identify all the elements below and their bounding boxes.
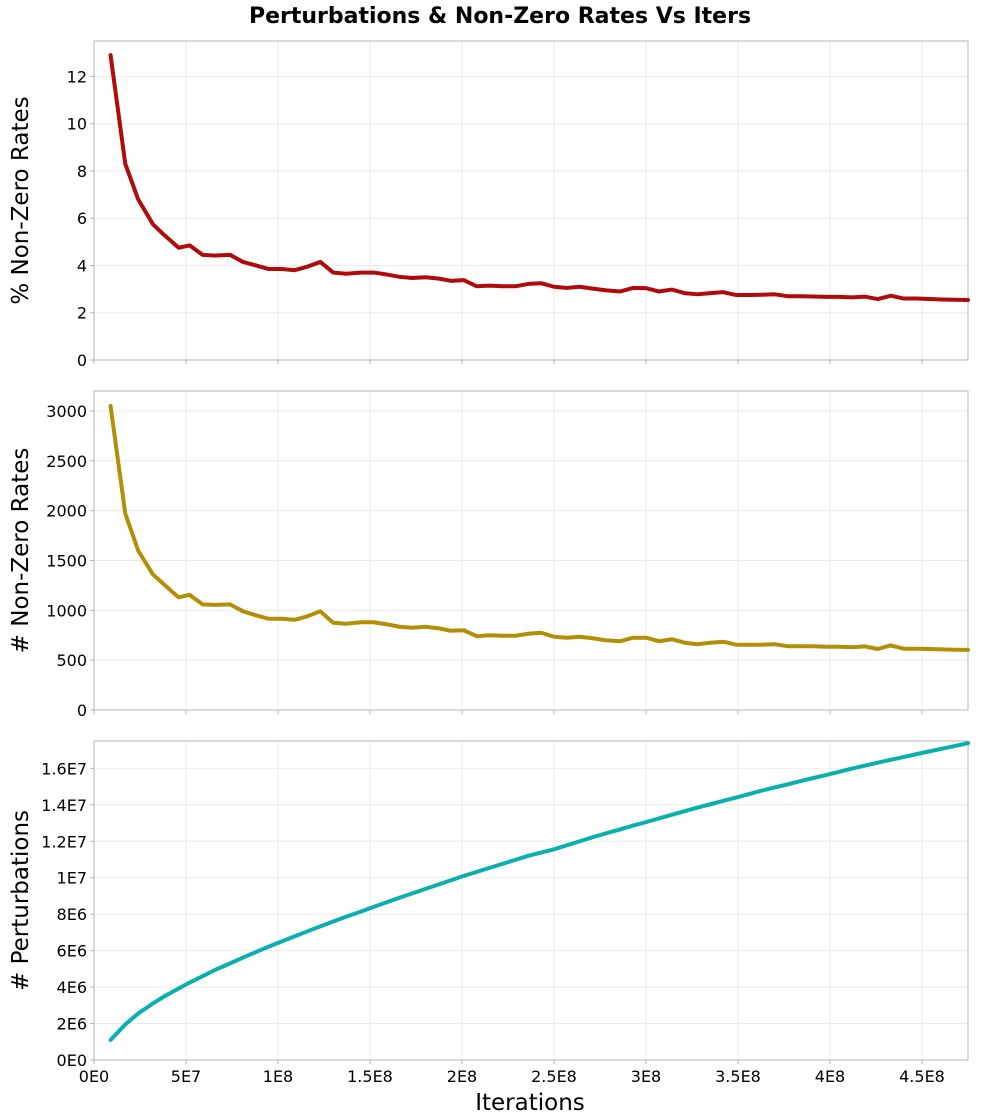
y-tick-label: 0E0 xyxy=(57,1051,87,1070)
y-tick-label: 2000 xyxy=(46,502,87,521)
x-tick-label: 1.5E8 xyxy=(347,1067,393,1086)
y-tick-label: 12 xyxy=(67,67,87,86)
y-tick-label: 500 xyxy=(56,651,87,670)
x-tick-label: 4.5E8 xyxy=(899,1067,945,1086)
y-tick-label: 1E7 xyxy=(57,869,87,888)
x-tick-label: 0E0 xyxy=(79,1067,109,1086)
x-tick-label: 1E8 xyxy=(263,1067,293,1086)
plot-frame xyxy=(93,390,969,711)
y-tick-label: 0 xyxy=(77,701,87,720)
y-tick-label: 8E6 xyxy=(57,905,87,924)
x-tick-label: 2E8 xyxy=(447,1067,477,1086)
series-line xyxy=(108,53,970,302)
plot-background xyxy=(94,41,968,360)
y-tick-label: 2 xyxy=(77,304,87,323)
y-tick-label: 1500 xyxy=(46,551,87,570)
y-tick-label: 4 xyxy=(77,256,87,275)
y-tick-label: 6 xyxy=(77,209,87,228)
y-tick-label: 1.4E7 xyxy=(41,796,87,815)
x-tick-label: 2.5E8 xyxy=(531,1067,577,1086)
series-line xyxy=(108,403,970,652)
series-line xyxy=(108,741,970,1042)
y-tick-label: 6E6 xyxy=(57,942,87,961)
y-tick-label: 1000 xyxy=(46,601,87,620)
y-tick-label: 0 xyxy=(77,351,87,370)
plot-frame xyxy=(93,740,969,1061)
x-tick-label: 3E8 xyxy=(631,1067,661,1086)
y-axis-title: % Non-Zero Rates xyxy=(8,96,34,304)
y-tick-label: 2E6 xyxy=(57,1015,87,1034)
chart-title: Perturbations & Non-Zero Rates Vs Iters xyxy=(249,4,751,29)
y-tick-label: 3000 xyxy=(46,402,87,421)
y-tick-label: 8 xyxy=(77,162,87,181)
y-tick-label: 10 xyxy=(67,115,87,134)
y-axis-title: # Perturbations xyxy=(8,810,34,991)
plot-background xyxy=(94,391,968,710)
y-tick-label: 2500 xyxy=(46,452,87,471)
chart-panel-1: 0 2 4 6 8 10 12 % Non-Zero Rates xyxy=(8,40,970,370)
plot-background xyxy=(94,741,968,1060)
x-tick-label: 5E7 xyxy=(171,1067,201,1086)
y-tick-label: 1.6E7 xyxy=(41,759,87,778)
chart-panel-3: 0E0 2E6 4E6 6E6 8E6 1E7 1.2E7 1.4E7 1.6E7 0E0 5E7 1… xyxy=(8,740,970,1086)
plot-frame xyxy=(93,40,969,361)
x-tick-label: 4E8 xyxy=(815,1067,845,1086)
chart-panel-2: 0 500 1000 1500 2000 2500 3000 # Non-Zero Rates xyxy=(8,390,970,720)
y-tick-label: 4E6 xyxy=(57,978,87,997)
y-axis-title: # Non-Zero Rates xyxy=(8,448,34,654)
x-tick-label: 3.5E8 xyxy=(715,1067,761,1086)
y-tick-label: 1.2E7 xyxy=(41,832,87,851)
x-axis-title: Iterations xyxy=(475,1090,585,1116)
